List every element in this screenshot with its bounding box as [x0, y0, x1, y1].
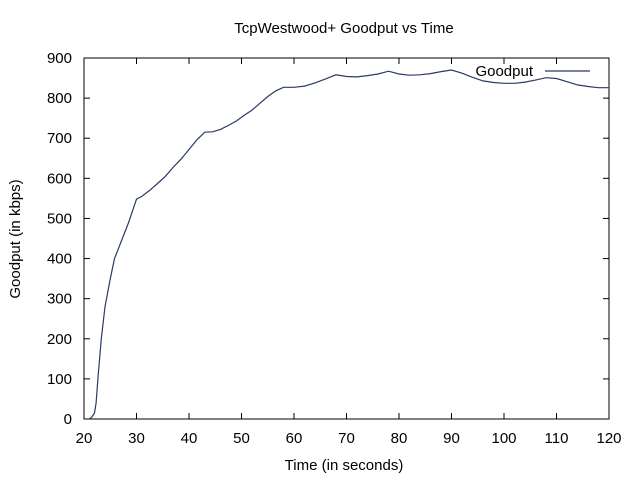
x-tick-label: 30	[128, 430, 145, 447]
x-tick-label: 120	[596, 430, 621, 447]
x-axis-ticks: 20 30 40 50 60 70 80 90 100 110 120	[76, 58, 622, 447]
y-tick-label: 200	[47, 331, 72, 348]
y-axis-label: Goodput (in kbps)	[7, 179, 24, 298]
x-tick-label: 50	[233, 430, 250, 447]
y-tick-label: 400	[47, 251, 72, 268]
x-axis-label: Time (in seconds)	[285, 457, 404, 474]
x-tick-label: 40	[181, 430, 198, 447]
chart-title: TcpWestwood+ Goodput vs Time	[234, 20, 453, 37]
x-tick-label: 20	[76, 430, 93, 447]
y-tick-label: 900	[47, 50, 72, 67]
plot-frame	[83, 57, 610, 420]
legend-label-goodput: Goodput	[475, 63, 533, 80]
y-tick-label: 0	[64, 411, 72, 428]
y-tick-label: 600	[47, 170, 72, 187]
y-tick-label: 800	[47, 90, 72, 107]
legend: Goodput	[475, 63, 590, 80]
y-axis-ticks: 0 100 200 300 400 500 600 700 800 900	[47, 50, 609, 428]
x-tick-label: 110	[545, 430, 569, 447]
x-tick-label: 90	[443, 430, 460, 447]
y-tick-label: 300	[47, 291, 72, 308]
x-tick-label: 100	[491, 430, 516, 447]
x-tick-label: 60	[286, 430, 303, 447]
goodput-series-line	[88, 69, 609, 420]
x-tick-label: 80	[391, 430, 408, 447]
y-tick-label: 700	[47, 130, 72, 147]
x-tick-label: 70	[338, 430, 355, 447]
y-tick-label: 500	[47, 210, 72, 227]
y-tick-label: 100	[47, 371, 72, 388]
